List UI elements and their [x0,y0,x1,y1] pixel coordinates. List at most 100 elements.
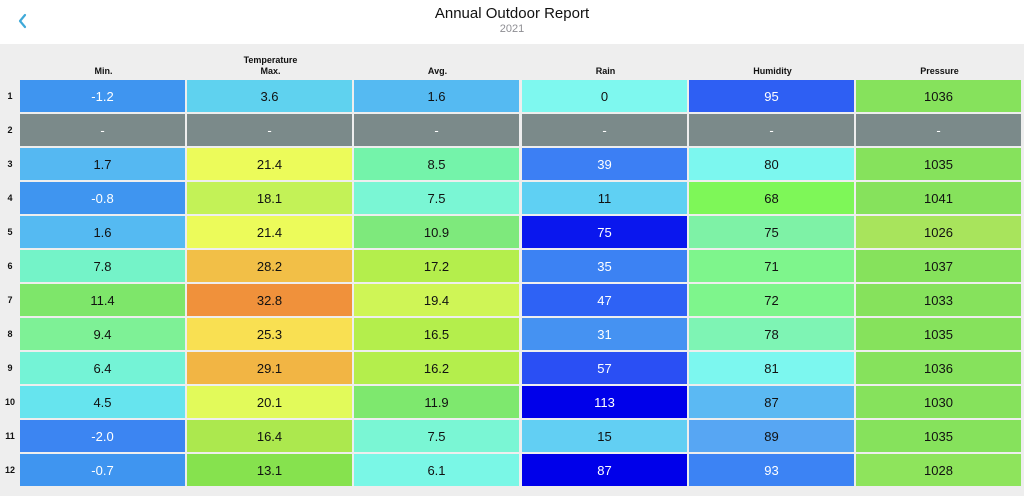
table-cell[interactable]: 21.4 [187,216,352,248]
table-cell[interactable]: 1037 [856,250,1021,282]
table-cell[interactable]: 113 [522,386,687,418]
table-cell[interactable]: 89 [689,420,854,452]
table-cell[interactable]: 13.1 [187,454,352,486]
table-cell[interactable]: 47 [522,284,687,316]
column-header[interactable]: Humidity [689,44,856,79]
table-row[interactable]: 11 -2.0 16.4 7.5 15 89 1035 [0,420,1024,452]
table-cell[interactable]: 11 [522,182,687,214]
table-cell[interactable]: -1.2 [20,80,185,112]
table-cell[interactable]: 1036 [856,80,1021,112]
column-header-label: Avg. [428,66,447,77]
table-cell[interactable]: 1030 [856,386,1021,418]
table-header-row: Min. Temperature Max. Avg. Rain Humidity Press… [0,44,1024,79]
table-cell[interactable]: 31 [522,318,687,350]
back-button[interactable] [12,8,36,34]
table-cell[interactable]: -0.7 [20,454,185,486]
table-cell[interactable]: - [187,114,352,146]
table-cell[interactable]: 7.5 [354,182,519,214]
table-cell[interactable]: 1.6 [20,216,185,248]
table-row[interactable]: 5 1.6 21.4 10.9 75 75 1026 [0,216,1024,248]
table-row[interactable]: 12 -0.7 13.1 6.1 87 93 1028 [0,454,1024,486]
table-cell[interactable]: 68 [689,182,854,214]
table-cell[interactable]: 7.8 [20,250,185,282]
table-cell[interactable]: 87 [522,454,687,486]
table-cell[interactable]: 28.2 [187,250,352,282]
table-cell[interactable]: 72 [689,284,854,316]
table-row[interactable]: 2------ [0,114,1024,146]
table-row[interactable]: 4 -0.8 18.1 7.5 11 68 1041 [0,182,1024,214]
table-cell[interactable]: 16.4 [187,420,352,452]
table-cell[interactable]: 0 [522,80,687,112]
table-row[interactable]: 6 7.8 28.2 17.2 35 71 1037 [0,250,1024,282]
table-cell[interactable]: 75 [522,216,687,248]
table-row[interactable]: 1 -1.2 3.6 1.6 0 95 1036 [0,80,1024,112]
column-header[interactable]: Avg. [354,44,521,79]
row-label: 1 [7,91,13,101]
table-cell[interactable]: 17.2 [354,250,519,282]
table-cell[interactable]: 6.1 [354,454,519,486]
table-cell[interactable]: 18.1 [187,182,352,214]
table-row[interactable]: 3 1.7 21.4 8.5 39 80 1035 [0,148,1024,180]
table-cell[interactable]: 93 [689,454,854,486]
table-cell[interactable]: 78 [689,318,854,350]
table-cell[interactable]: - [522,114,687,146]
table-cell[interactable]: 16.2 [354,352,519,384]
table-cell[interactable]: 10.9 [354,216,519,248]
table-cell[interactable]: 1035 [856,148,1021,180]
table-cell[interactable]: 25.3 [187,318,352,350]
table-cell[interactable]: - [354,114,519,146]
chevron-left-icon [18,13,27,29]
table-cell[interactable]: 32.8 [187,284,352,316]
table-cell[interactable]: 15 [522,420,687,452]
column-header[interactable]: Rain [522,44,689,79]
table-cell[interactable]: 1028 [856,454,1021,486]
table-cell[interactable]: - [856,114,1021,146]
table-row[interactable]: 7 11.4 32.8 19.4 47 72 1033 [0,284,1024,316]
table-cell[interactable]: 11.9 [354,386,519,418]
table-cell[interactable]: 35 [522,250,687,282]
table-cell[interactable]: 1.7 [20,148,185,180]
table-cell[interactable]: 75 [689,216,854,248]
table-cell[interactable]: 20.1 [187,386,352,418]
table-cell[interactable]: -0.8 [20,182,185,214]
table-cell[interactable]: 71 [689,250,854,282]
column-header[interactable]: Pressure [856,44,1023,79]
table-cell[interactable]: 1036 [856,352,1021,384]
table-cell[interactable]: 1035 [856,318,1021,350]
row-label: 10 [4,397,15,407]
table-cell[interactable]: 6.4 [20,352,185,384]
table-cell[interactable]: 9.4 [20,318,185,350]
table-cell[interactable]: -2.0 [20,420,185,452]
table-cell[interactable]: 16.5 [354,318,519,350]
column-label: Avg. [427,66,448,76]
table-row[interactable]: 10 4.5 20.1 11.9 113 87 1030 [0,386,1024,418]
table-cell[interactable]: 1.6 [354,80,519,112]
row-label: 12 [4,465,15,475]
table-cell[interactable]: 81 [689,352,854,384]
column-header[interactable]: Min. [20,44,187,79]
table-cell[interactable]: 80 [689,148,854,180]
column-header[interactable]: Temperature Max. [187,44,354,79]
table-cell[interactable]: 7.5 [354,420,519,452]
table-cell[interactable]: 57 [522,352,687,384]
row-label: 6 [7,261,13,271]
table-cell[interactable]: 11.4 [20,284,185,316]
table-row[interactable]: 9 6.4 29.1 16.2 57 81 1036 [0,352,1024,384]
table-cell[interactable]: 95 [689,80,854,112]
table-cell[interactable]: 1035 [856,420,1021,452]
table-cell[interactable]: 1026 [856,216,1021,248]
table-cell[interactable]: 4.5 [20,386,185,418]
table-cell[interactable]: 39 [522,148,687,180]
page-title: Annual Outdoor Report [434,5,590,22]
table-cell[interactable]: 1041 [856,182,1021,214]
table-cell[interactable]: 1033 [856,284,1021,316]
table-cell[interactable]: - [20,114,185,146]
table-cell[interactable]: 19.4 [354,284,519,316]
table-cell[interactable]: 3.6 [187,80,352,112]
table-cell[interactable]: - [689,114,854,146]
table-cell[interactable]: 8.5 [354,148,519,180]
table-cell[interactable]: 87 [689,386,854,418]
table-cell[interactable]: 21.4 [187,148,352,180]
table-row[interactable]: 8 9.4 25.3 16.5 31 78 1035 [0,318,1024,350]
table-cell[interactable]: 29.1 [187,352,352,384]
